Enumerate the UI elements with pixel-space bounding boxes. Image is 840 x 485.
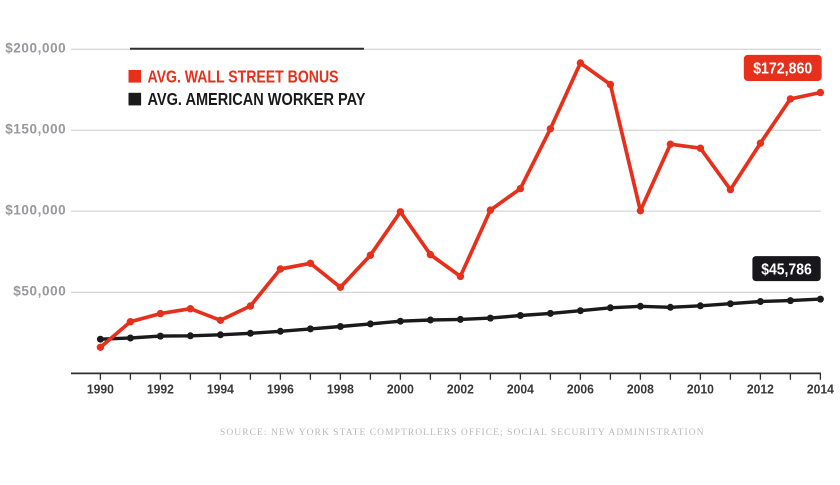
svg-text:AVG. AMERICAN WORKER PAY: AVG. AMERICAN WORKER PAY — [148, 89, 366, 109]
svg-text:$100,000: $100,000 — [5, 203, 66, 218]
svg-text:2006: 2006 — [567, 382, 594, 397]
svg-text:2002: 2002 — [447, 382, 474, 397]
svg-text:$200,000: $200,000 — [5, 41, 66, 56]
svg-text:AVG. WALL STREET BONUS: AVG. WALL STREET BONUS — [148, 66, 339, 86]
svg-text:2004: 2004 — [507, 382, 535, 397]
svg-text:$45,786: $45,786 — [761, 262, 812, 279]
svg-text:$150,000: $150,000 — [5, 122, 66, 137]
svg-text:2000: 2000 — [387, 382, 414, 397]
svg-text:2014: 2014 — [807, 382, 835, 397]
svg-text:1992: 1992 — [147, 382, 174, 397]
svg-text:1994: 1994 — [207, 382, 235, 397]
svg-text:1998: 1998 — [327, 382, 354, 397]
svg-text:2010: 2010 — [687, 382, 714, 397]
svg-text:$50,000: $50,000 — [13, 284, 66, 299]
svg-text:2012: 2012 — [747, 382, 774, 397]
svg-text:1996: 1996 — [267, 382, 294, 397]
svg-text:SOURCE: NEW YORK STATE COMPTRO: SOURCE: NEW YORK STATE COMPTROLLERS OFFI… — [220, 428, 704, 438]
svg-text:$172,860: $172,860 — [753, 60, 812, 77]
svg-text:2008: 2008 — [627, 382, 654, 397]
svg-text:1990: 1990 — [87, 382, 114, 397]
